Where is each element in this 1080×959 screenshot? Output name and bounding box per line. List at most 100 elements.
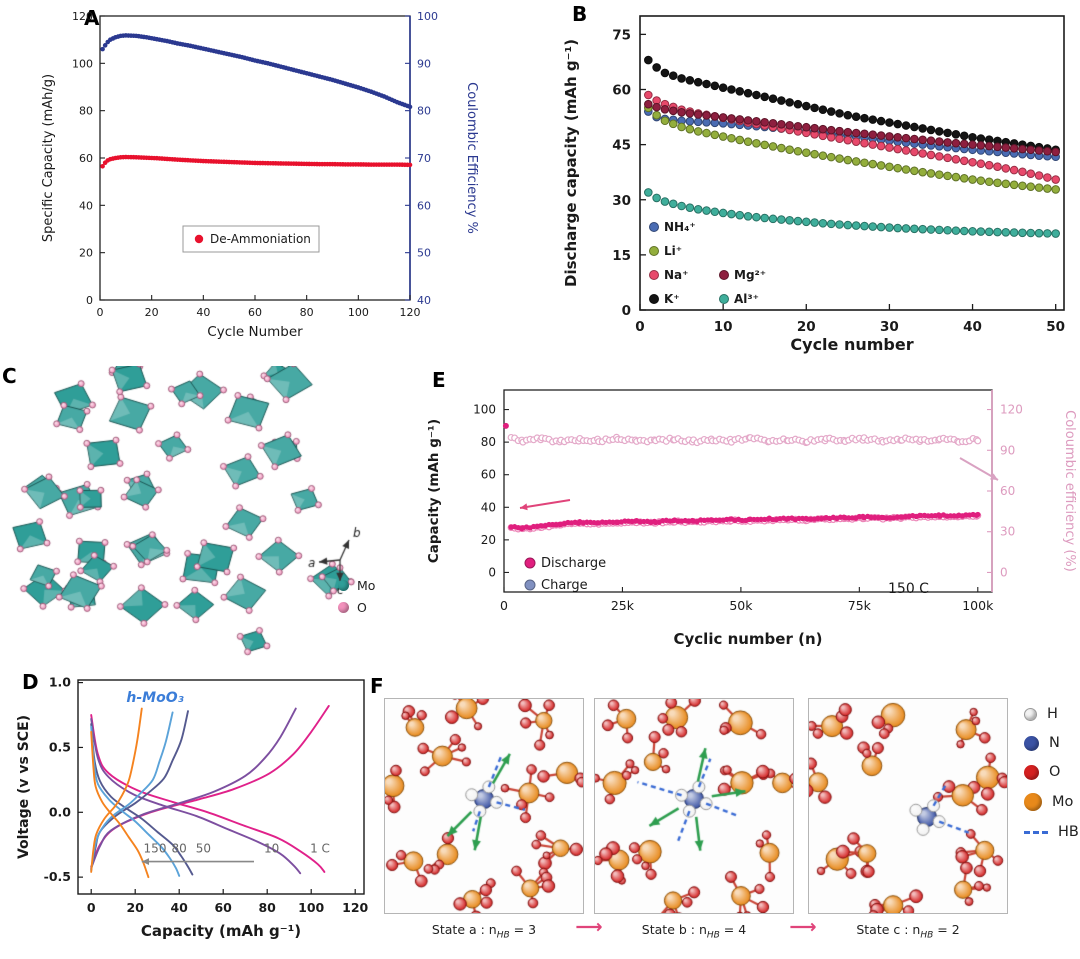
svg-text:20: 20: [797, 319, 816, 335]
legend-item-mo: Mo: [1024, 793, 1079, 811]
panel-e-legend-0: Discharge: [541, 556, 606, 571]
panel-a-cycling-chart: 0 20 40 60 80 100 1200204060801001204050607080…: [41, 10, 479, 340]
svg-text:0.5: 0.5: [49, 739, 71, 754]
panel-e-rate-annotation: 150 C: [888, 581, 929, 597]
svg-text:40: 40: [963, 319, 982, 335]
panel-e-legend-1: Charge: [541, 578, 588, 593]
svg-text:100k: 100k: [962, 598, 994, 613]
legend-label-o: O: [357, 600, 367, 615]
rate-label-2: 50: [196, 841, 211, 855]
svg-text:75k: 75k: [848, 598, 872, 613]
svg-text:50k: 50k: [729, 598, 753, 613]
atom-legend: H N O Mo HB: [1024, 706, 1079, 840]
svg-text:80: 80: [79, 105, 93, 118]
svg-text:60: 60: [481, 468, 496, 482]
panel-c-crystal-structure: [8, 366, 418, 662]
svg-text:0: 0: [500, 598, 508, 613]
svg-text:25k: 25k: [611, 598, 635, 613]
panel-f-simulation: State a : nHB = 3 State b : nHB = 4 Stat…: [362, 672, 1080, 959]
svg-text:90: 90: [1000, 443, 1015, 457]
panel-a-xlabel: Cycle Number: [207, 324, 303, 340]
panel-b-legend-5: Al³⁺: [734, 292, 759, 306]
svg-text:20: 20: [481, 533, 496, 547]
svg-text:80: 80: [481, 435, 496, 449]
svg-text:30: 30: [1000, 525, 1015, 539]
panel-b-legend-0: NH₄⁺: [664, 220, 696, 234]
svg-text:20: 20: [145, 306, 159, 319]
panel-label-A: A: [84, 6, 100, 30]
panel-b-legend-4: Mg²⁺: [734, 268, 766, 282]
structure-legend: Mo O: [338, 578, 375, 622]
legend-item-n: N: [1024, 735, 1079, 751]
hb-dash-icon: [1024, 830, 1048, 834]
panel-d-xlabel: Capacity (mAh g⁻¹): [141, 922, 301, 940]
svg-text:40: 40: [196, 306, 210, 319]
arrow-right-icon: ⟶: [575, 916, 603, 938]
state-b-image: [594, 698, 794, 914]
panel-b-xlabel: Cycle number: [790, 335, 913, 354]
svg-text:120: 120: [342, 900, 368, 915]
panel-d-ylabel: Voltage (v vs SCE): [16, 715, 32, 859]
svg-text:40: 40: [79, 199, 93, 212]
rate-label-1: 80: [172, 841, 187, 855]
panel-b-discharge-capacity-chart: 0 10 20 30 40 50 0 15 30 45 60 75 Discharge capacity…: [562, 15, 1065, 354]
panel-b-legend-2: Na⁺: [664, 268, 688, 282]
panel-e-xlabel: Cyclic number (n): [674, 630, 823, 648]
svg-text:10: 10: [714, 319, 733, 335]
panel-label-B: B: [572, 2, 588, 26]
rate-label-3: 10: [264, 841, 279, 855]
svg-text:0: 0: [87, 900, 96, 915]
mo-atom-icon: [1024, 793, 1042, 811]
svg-text:20: 20: [126, 900, 144, 915]
panel-a-y2label: Coulombic Efficiency %: [464, 82, 479, 234]
panel-a-ylabel: Specific Capacity (mAh/g): [41, 74, 56, 242]
svg-text:40: 40: [481, 500, 496, 514]
svg-text:60: 60: [248, 306, 262, 319]
legend-item-h: H: [1024, 706, 1079, 722]
svg-text:75: 75: [612, 27, 631, 43]
svg-text:60: 60: [79, 152, 93, 165]
o-atom-icon: [1024, 764, 1039, 780]
panel-label-F: F: [370, 674, 384, 698]
svg-text:60: 60: [1000, 484, 1015, 498]
arrow-right-icon: ⟶: [789, 916, 817, 938]
panel-e-long-cycling-chart: 0 25k 50k 75k 100k 0 20 40 60 80 100 0 30 60 90 120 Disc…: [426, 389, 1077, 648]
svg-text:50: 50: [417, 247, 431, 260]
rate-label-4: 1 C: [310, 841, 330, 855]
svg-text:100: 100: [473, 403, 496, 417]
panel-e-ylabel: Capacity (mAh g⁻¹): [426, 419, 442, 563]
svg-text:0: 0: [86, 294, 93, 307]
svg-text:30: 30: [880, 319, 899, 335]
svg-text:0: 0: [488, 565, 496, 579]
panel-b-legend-3: K⁺: [664, 292, 680, 306]
state-b-caption: State b : nHB = 4: [641, 922, 747, 941]
legend-item-o: O: [338, 600, 375, 615]
state-a-image: [384, 698, 584, 914]
svg-text:60: 60: [214, 900, 232, 915]
svg-text:0: 0: [635, 319, 644, 335]
svg-text:15: 15: [612, 248, 631, 264]
panel-b-ylabel: Discharge capacity (mAh g⁻¹): [562, 39, 580, 287]
svg-text:100: 100: [417, 10, 438, 23]
legend-item-mo: Mo: [338, 578, 375, 593]
svg-text:0: 0: [97, 306, 104, 319]
svg-text:120: 120: [72, 10, 93, 23]
svg-text:100: 100: [298, 900, 324, 915]
svg-text:0: 0: [1000, 565, 1008, 579]
svg-text:120: 120: [1000, 403, 1023, 417]
h-atom-icon: [1024, 707, 1037, 721]
rate-label-0: 150: [144, 841, 167, 855]
svg-text:0.0: 0.0: [49, 804, 71, 819]
svg-text:-0.5: -0.5: [44, 869, 71, 884]
svg-text:50: 50: [1046, 319, 1065, 335]
n-atom-icon: [1024, 735, 1039, 751]
svg-text:40: 40: [417, 294, 431, 307]
svg-text:80: 80: [300, 306, 314, 319]
svg-text:45: 45: [612, 138, 631, 154]
svg-text:20: 20: [79, 247, 93, 260]
svg-text:90: 90: [417, 57, 431, 70]
svg-text:80: 80: [417, 105, 431, 118]
state-c-caption: State c : nHB = 2: [856, 922, 960, 941]
svg-text:60: 60: [417, 199, 431, 212]
